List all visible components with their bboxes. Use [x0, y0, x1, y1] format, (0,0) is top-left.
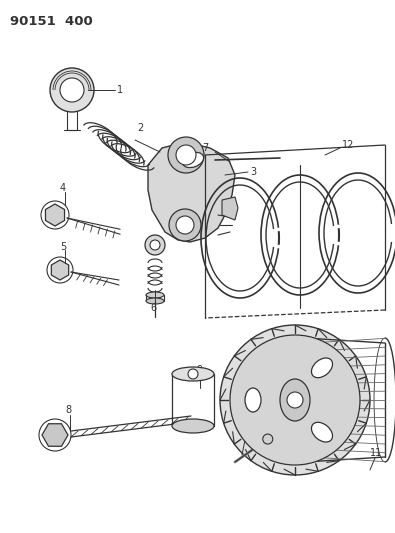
Text: 12: 12: [342, 140, 354, 150]
Ellipse shape: [312, 422, 333, 442]
Circle shape: [60, 78, 84, 102]
Circle shape: [169, 209, 201, 241]
Ellipse shape: [280, 379, 310, 421]
Text: 8: 8: [65, 405, 71, 415]
Ellipse shape: [312, 358, 333, 378]
Polygon shape: [222, 197, 238, 220]
Text: 7: 7: [202, 143, 208, 153]
Polygon shape: [42, 424, 68, 446]
Ellipse shape: [146, 292, 164, 298]
Text: 4: 4: [60, 183, 66, 193]
Text: 90151  400: 90151 400: [10, 15, 93, 28]
Circle shape: [176, 145, 196, 165]
Circle shape: [220, 325, 370, 475]
Text: 1: 1: [117, 85, 123, 95]
Ellipse shape: [172, 419, 214, 433]
Ellipse shape: [245, 388, 261, 412]
Ellipse shape: [182, 152, 203, 167]
Circle shape: [263, 434, 273, 444]
Text: 9: 9: [196, 365, 202, 375]
Circle shape: [168, 137, 204, 173]
Circle shape: [287, 392, 303, 408]
Circle shape: [145, 235, 165, 255]
Text: 11: 11: [370, 448, 382, 458]
Text: 6: 6: [150, 303, 156, 313]
Circle shape: [50, 68, 94, 112]
Ellipse shape: [172, 367, 214, 381]
Polygon shape: [148, 142, 235, 242]
Text: 2: 2: [137, 123, 143, 133]
Circle shape: [150, 240, 160, 250]
Circle shape: [176, 216, 194, 234]
Polygon shape: [51, 260, 69, 280]
Text: 10: 10: [240, 430, 252, 440]
Circle shape: [230, 335, 360, 465]
Text: 5: 5: [60, 242, 66, 252]
Circle shape: [188, 369, 198, 379]
Text: 3: 3: [250, 167, 256, 177]
Polygon shape: [45, 204, 64, 226]
Ellipse shape: [146, 298, 164, 304]
